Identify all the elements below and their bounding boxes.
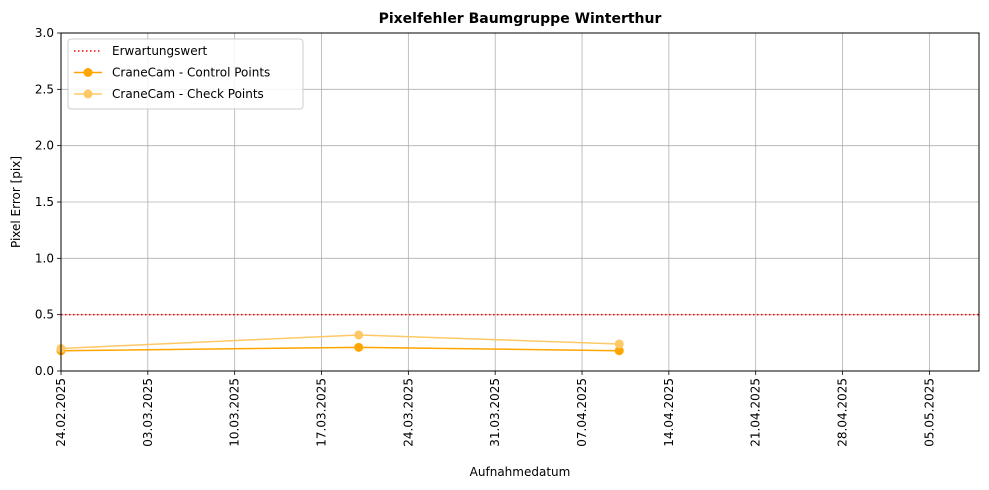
- legend-item: Erwartungswert: [74, 44, 208, 58]
- legend-marker: [83, 68, 93, 77]
- y-tick-label: 1.0: [35, 251, 54, 265]
- data-point: [354, 330, 364, 340]
- legend-box: [67, 38, 304, 110]
- x-axis-label: Aufnahmedatum: [470, 465, 571, 479]
- x-tick-label: 24.02.2025: [54, 378, 68, 447]
- y-tick-label: 2.5: [35, 82, 54, 96]
- y-axis-label: Pixel Error [pix]: [9, 156, 23, 248]
- x-tick-label: 10.03.2025: [228, 378, 242, 447]
- legend-item: CraneCam - Control Points: [74, 66, 270, 80]
- y-tick-label: 3.0: [35, 26, 54, 40]
- legend-item: CraneCam - Check Points: [74, 87, 264, 101]
- data-point: [614, 346, 624, 356]
- data-point: [614, 339, 624, 349]
- legend-label: CraneCam - Control Points: [112, 66, 270, 80]
- series-layer: [56, 330, 624, 356]
- legend: Erwartungswert CraneCam - Control Points C…: [67, 38, 304, 110]
- x-tick-label: 03.03.2025: [141, 378, 155, 447]
- x-tick-label: 24.03.2025: [401, 378, 415, 447]
- y-tick-label: 2.0: [35, 139, 54, 153]
- x-tick-label: 28.04.2025: [836, 378, 850, 447]
- x-tick-label: 07.04.2025: [575, 378, 589, 447]
- y-tick-label: 0.5: [35, 308, 54, 322]
- x-tick-label: 05.05.2025: [922, 378, 936, 447]
- x-tick-label: 21.04.2025: [749, 378, 763, 447]
- legend-label: Erwartungswert: [112, 44, 208, 58]
- axis-ticks: 24.02.2025 03.03.2025 10.03.2025 17.03.2025…: [35, 26, 936, 447]
- y-tick-label: 0.0: [35, 364, 54, 378]
- legend-label: CraneCam - Check Points: [112, 87, 264, 101]
- x-tick-label: 14.04.2025: [662, 378, 676, 447]
- series-group: [56, 330, 624, 353]
- y-tick-label: 1.5: [35, 195, 54, 209]
- series-line: [60, 334, 620, 350]
- series-line: [60, 346, 620, 352]
- x-tick-label: 17.03.2025: [315, 378, 329, 447]
- data-point: [354, 342, 364, 352]
- chart-title: Pixelfehler Baumgruppe Winterthur: [379, 11, 662, 27]
- x-tick-label: 31.03.2025: [488, 378, 502, 447]
- legend-marker: [83, 89, 93, 99]
